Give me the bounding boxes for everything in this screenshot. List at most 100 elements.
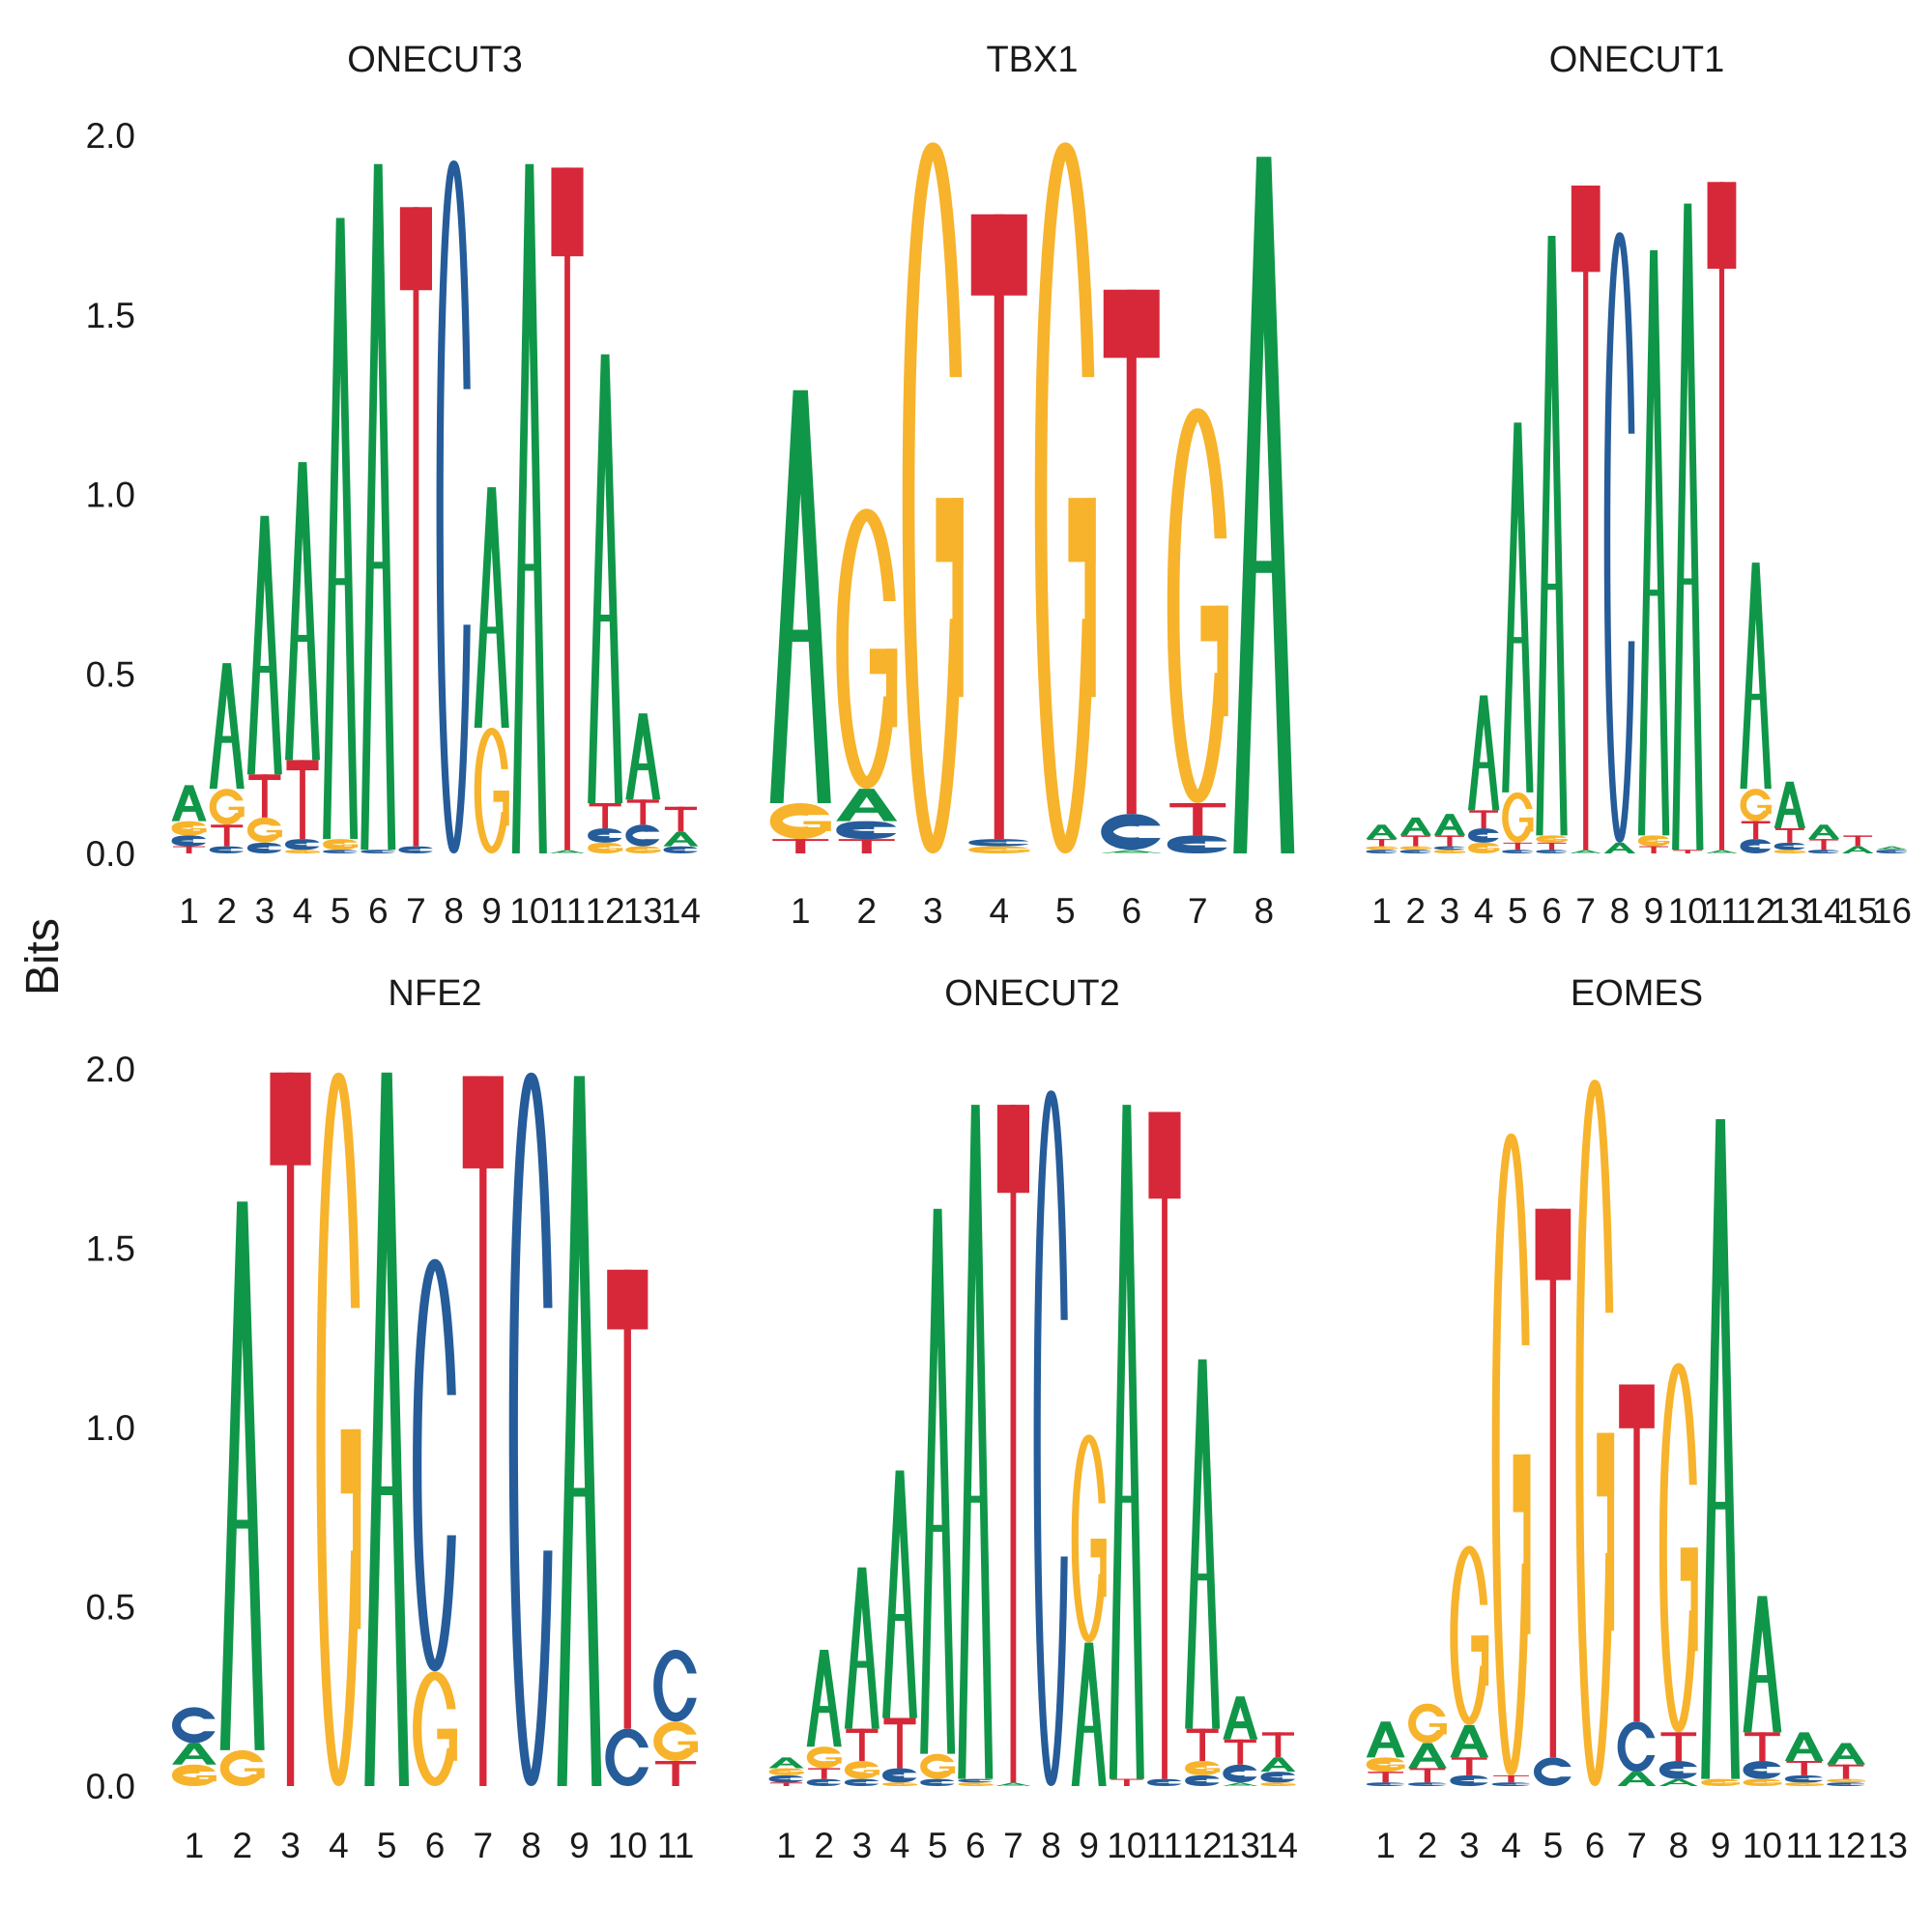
letter-t-mark [1843, 835, 1873, 847]
x-tick-label: 10 [1107, 1826, 1146, 1865]
letter-g-mark [1658, 1363, 1700, 1733]
letter-c-mark [284, 839, 322, 851]
letter-a-mark [171, 785, 207, 822]
letter-a-mark [588, 354, 623, 803]
letter-t-mark [1148, 1111, 1181, 1779]
y-axis-label: Bits [17, 918, 69, 995]
letter-a-mark [474, 487, 509, 728]
letter-t-mark [551, 167, 584, 851]
letter-t-mark [626, 799, 659, 825]
letter-c-mark [1408, 1782, 1449, 1787]
letter-g-mark [653, 1721, 700, 1762]
x-tick-label: 6 [425, 1826, 446, 1865]
letter-a-mark [1706, 850, 1738, 853]
letter-a-mark [1450, 1724, 1489, 1758]
letter-t-mark [607, 1269, 649, 1729]
x-tick-label: 15 [1838, 891, 1878, 931]
letter-g-mark [1773, 850, 1807, 854]
letter-t-mark [1186, 1728, 1219, 1762]
x-tick-label: 7 [1003, 1826, 1024, 1865]
x-tick-label: 9 [481, 891, 502, 931]
letter-a-mark [1784, 1732, 1824, 1762]
letter-c-mark [246, 842, 284, 853]
x-tick-label: 3 [280, 1826, 301, 1865]
letter-c-mark [1185, 1774, 1222, 1787]
letter-t-mark [846, 1728, 879, 1762]
letter-a-mark [1260, 1757, 1296, 1773]
letter-c-mark [1366, 1782, 1407, 1787]
letter-g-mark [1467, 842, 1501, 853]
letter-g-mark [806, 1746, 844, 1769]
x-tick-label: 6 [1542, 891, 1562, 931]
x-tick-label: 1 [1375, 1826, 1396, 1865]
letter-t-mark [1745, 1732, 1780, 1762]
letter-a-mark [1233, 157, 1295, 854]
letter-t-mark [1110, 1778, 1143, 1786]
letter-c-mark [1167, 835, 1231, 853]
letter-a-mark [1366, 824, 1398, 840]
letter-g-mark [844, 1761, 881, 1779]
letter-t-mark [1224, 1739, 1256, 1765]
letter-c-mark [1399, 850, 1433, 854]
letter-g-mark [171, 1764, 218, 1786]
letter-g-mark [1260, 1782, 1297, 1787]
letter-a-mark [1101, 850, 1163, 853]
letter-t-mark [664, 806, 697, 832]
letter-a-mark [995, 1782, 1031, 1786]
letter-t-mark [772, 839, 829, 853]
letter-c-mark [171, 1707, 218, 1744]
letter-t-mark [1741, 821, 1771, 840]
letter-c-mark [323, 850, 360, 854]
letter-t-mark [655, 1761, 697, 1786]
letter-g-mark [1408, 1703, 1449, 1744]
letter-g-mark [768, 1768, 806, 1775]
x-tick-label: 3 [923, 891, 943, 931]
letter-t-mark [838, 839, 895, 853]
x-tick-label: 4 [1501, 1826, 1521, 1865]
x-tick-label: 8 [1041, 1826, 1061, 1865]
letter-c-mark [1658, 1761, 1700, 1779]
letter-c-mark [836, 821, 900, 840]
letter-g-mark [1366, 1757, 1407, 1773]
letter-c-mark [968, 839, 1032, 847]
x-tick-label: 11 [1703, 891, 1740, 931]
x-tick-label: 1 [1371, 891, 1392, 931]
letter-t-mark [1503, 842, 1533, 851]
letter-a-mark [1408, 1743, 1447, 1769]
x-tick-label: 10 [509, 891, 549, 931]
x-tick-label: 9 [1079, 1826, 1099, 1865]
x-tick-label: 7 [1188, 891, 1208, 931]
letter-a-mark [284, 462, 321, 761]
letter-t-mark [1400, 835, 1430, 847]
letter-t-mark [1707, 182, 1737, 851]
letter-t-mark [589, 802, 621, 828]
letter-g-mark [413, 1671, 459, 1787]
letter-c-mark [1876, 850, 1909, 854]
letter-g-mark [284, 850, 322, 854]
letter-c-mark [508, 1072, 556, 1786]
letter-a-mark [1827, 1743, 1865, 1765]
letter-t-mark [1261, 1732, 1294, 1758]
x-tick-label: 3 [255, 891, 275, 931]
letter-c-mark [605, 1728, 652, 1786]
letter-c-mark [1146, 1778, 1184, 1787]
letter-g-mark [316, 1072, 363, 1786]
letter-t-mark [1809, 839, 1838, 851]
letter-a-mark [360, 163, 396, 851]
letter-c-mark [1743, 1761, 1783, 1779]
letter-a-mark [958, 1105, 994, 1779]
letter-g-mark [1637, 835, 1671, 847]
x-tick-label: 3 [1440, 891, 1460, 931]
letter-t-mark [173, 846, 206, 853]
letter-c-mark [171, 835, 209, 847]
panel-title: EOMES [1571, 973, 1703, 1014]
letter-t-mark [1786, 1761, 1823, 1775]
letter-t-mark [1103, 289, 1160, 815]
x-tick-label: 9 [1644, 891, 1664, 931]
y-tick-label: 1.0 [86, 476, 135, 515]
x-tick-label: 13 [1221, 1826, 1260, 1865]
x-tick-label: 10 [608, 1826, 648, 1865]
